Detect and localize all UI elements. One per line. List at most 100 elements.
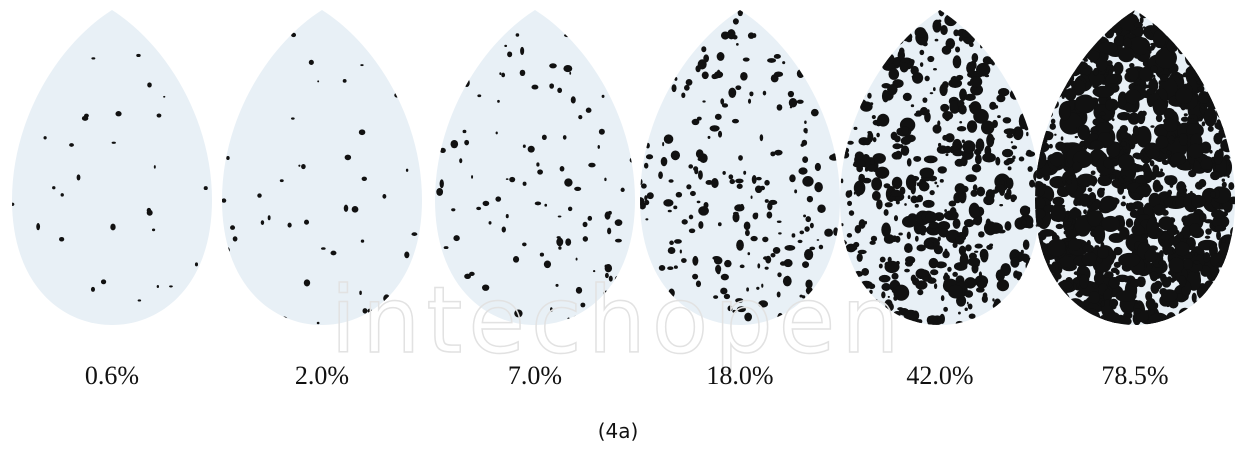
lesion (993, 10, 1000, 20)
lesion (1215, 39, 1221, 45)
lesion (737, 10, 743, 17)
severity-label: 2.0% (295, 361, 349, 390)
lesion (1038, 264, 1047, 277)
lesion (892, 36, 904, 45)
lesion (539, 252, 545, 257)
lesion (785, 13, 791, 20)
lesion (674, 76, 678, 81)
lesion (680, 30, 685, 37)
lesion (1160, 168, 1164, 172)
lesion (163, 95, 166, 98)
lesion (754, 212, 759, 218)
lesion (137, 299, 142, 302)
lesion (796, 42, 805, 49)
lesion (994, 184, 1006, 193)
lesion (1021, 21, 1031, 28)
lesion (1018, 156, 1025, 162)
lesion (898, 47, 905, 55)
lesion (954, 183, 966, 194)
lesion (797, 239, 803, 244)
lesion (1035, 318, 1041, 325)
lesion (1166, 39, 1179, 53)
lesion (776, 104, 783, 111)
lesion (1051, 203, 1066, 223)
lesion (1221, 110, 1231, 120)
lesion (916, 194, 924, 203)
lesion (499, 72, 502, 75)
lesion (1090, 140, 1105, 150)
lesion (924, 111, 931, 123)
lesion (379, 39, 386, 47)
lesion (944, 13, 958, 27)
lesion (1087, 210, 1102, 227)
lesion (805, 70, 814, 77)
lesion (1059, 28, 1066, 34)
lesion (1027, 269, 1033, 277)
lesion (559, 166, 565, 172)
lesion (847, 61, 858, 69)
lesion (1228, 64, 1235, 82)
lesion (1039, 105, 1050, 113)
lesion (1114, 10, 1124, 17)
lesion (1220, 304, 1235, 316)
lesion (917, 289, 924, 296)
lesion (1059, 17, 1074, 41)
lesion (1047, 43, 1058, 54)
lesion (1036, 102, 1047, 112)
lesion (1027, 41, 1037, 51)
lesion (1047, 109, 1053, 115)
lesion (855, 86, 864, 94)
lesion (820, 77, 826, 81)
lesion (1203, 33, 1214, 42)
lesion (1035, 51, 1043, 60)
lesion (673, 205, 678, 210)
lesion (607, 227, 612, 235)
lesion (1207, 126, 1214, 132)
lesion (549, 83, 555, 89)
lesion (744, 312, 753, 322)
lesion (1211, 54, 1223, 77)
lesion (820, 10, 827, 18)
lesion (527, 145, 535, 153)
lesion (764, 266, 769, 270)
lesion (878, 263, 883, 269)
lesion (747, 252, 751, 256)
lesion (1012, 70, 1021, 77)
lesion (866, 164, 877, 172)
lesion (1198, 11, 1207, 20)
lesion (849, 47, 853, 52)
lesion (1072, 207, 1078, 211)
lesion (557, 215, 562, 218)
lesion (1050, 118, 1056, 124)
lesion (971, 164, 982, 173)
lesion (359, 290, 362, 295)
lesion (361, 176, 367, 182)
lesion (382, 194, 387, 199)
lesion (90, 286, 96, 292)
lesion (1092, 32, 1101, 38)
lesion (1203, 60, 1215, 74)
lesion (1046, 282, 1057, 292)
lesion (1193, 160, 1201, 173)
lesion (872, 153, 886, 164)
lesion (1216, 37, 1229, 54)
lesion (1032, 287, 1040, 295)
lesion (857, 99, 867, 107)
lesion (1172, 315, 1184, 324)
lesion (1152, 164, 1160, 175)
lesion (840, 104, 844, 112)
lesion (932, 67, 937, 71)
lesion (1103, 271, 1114, 279)
lesion (626, 56, 632, 61)
lesion (1228, 112, 1235, 125)
lesion (1206, 299, 1210, 303)
lesion (1082, 244, 1094, 253)
lesion (870, 235, 878, 242)
lesion (230, 80, 238, 85)
lesion (902, 92, 912, 102)
lesion (1178, 133, 1189, 146)
lesion (1194, 301, 1204, 315)
lesion (1049, 296, 1057, 302)
lesion (809, 246, 816, 251)
lesion (798, 167, 808, 175)
